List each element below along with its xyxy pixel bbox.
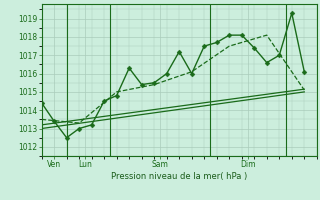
X-axis label: Pression niveau de la mer( hPa ): Pression niveau de la mer( hPa ) xyxy=(111,172,247,181)
